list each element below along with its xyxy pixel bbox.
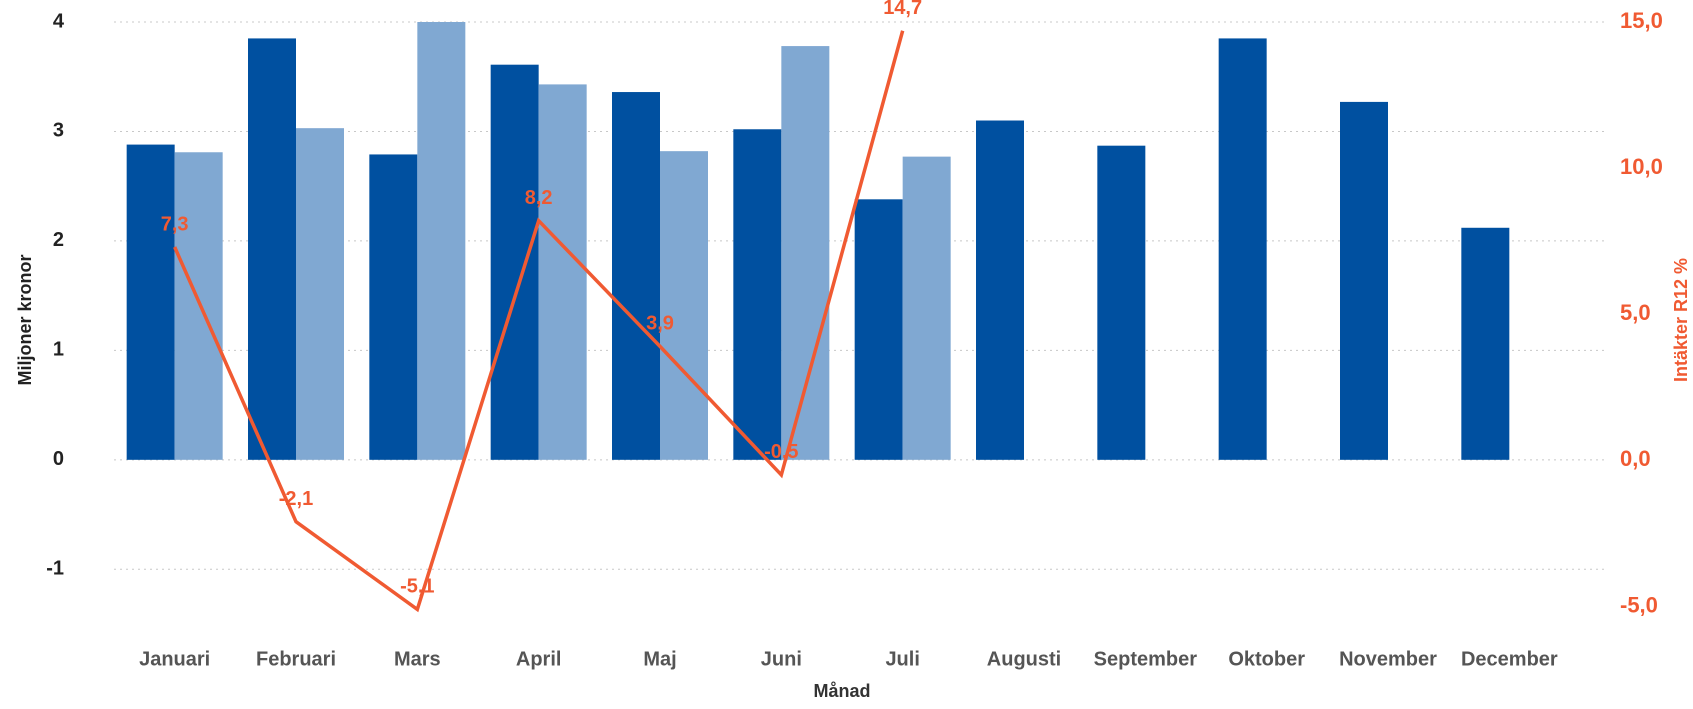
bar	[174, 152, 223, 460]
bar	[976, 120, 1024, 460]
bar	[490, 64, 539, 460]
x-axis-label: Månad	[813, 681, 870, 701]
x-tick-label: Juni	[761, 648, 802, 670]
bar	[417, 22, 466, 460]
data-label: 3,9	[646, 313, 674, 335]
line	[173, 30, 905, 613]
x-tick-label: Oktober	[1228, 648, 1305, 670]
y-tick-label: 3	[53, 120, 64, 142]
bar	[126, 144, 175, 460]
x-tick-label: Januari	[139, 648, 210, 670]
bar	[1218, 38, 1267, 460]
x-tick-label: Augusti	[987, 648, 1061, 670]
x-tick-label: Mars	[394, 648, 441, 670]
y2-tick-label: -5,0	[1620, 592, 1658, 617]
bar	[612, 92, 660, 460]
y-tick-label: 0	[53, 448, 64, 470]
x-tick-label: September	[1094, 648, 1198, 670]
y-tick-label: -1	[46, 558, 64, 580]
bar	[660, 151, 708, 460]
bar	[248, 38, 296, 460]
y2-tick-label: 15,0	[1620, 8, 1663, 33]
bar	[733, 129, 782, 460]
bar	[1461, 227, 1510, 460]
y-tick-label: 4	[53, 10, 65, 32]
y2-tick-label: 10,0	[1620, 154, 1663, 179]
y2-axis-label: Intäkter R12 %	[1671, 258, 1691, 382]
data-label: -2,1	[279, 488, 313, 510]
x-tick-label: November	[1339, 648, 1437, 670]
y-axis-label: Miljoner kronor	[15, 254, 35, 385]
x-tick-label: Maj	[643, 648, 676, 670]
bar	[781, 46, 830, 460]
x-tick-label: Februari	[256, 648, 336, 670]
x-tick-label: Juli	[885, 648, 919, 670]
data-label: -0,5	[764, 441, 798, 463]
y2-tick-label: 5,0	[1620, 300, 1651, 325]
bar	[369, 154, 418, 460]
bar	[902, 156, 951, 460]
x-tick-label: April	[516, 648, 562, 670]
bar	[1340, 101, 1388, 460]
bar	[296, 128, 344, 460]
data-label: 7,3	[161, 213, 189, 235]
data-label: 8,2	[525, 187, 553, 209]
y-tick-label: 2	[53, 229, 64, 251]
bar	[538, 84, 587, 460]
bar	[1097, 145, 1146, 460]
y2-tick-label: 0,0	[1620, 446, 1651, 471]
data-label: 14,7	[883, 0, 922, 19]
bar	[854, 199, 903, 460]
y-tick-label: 1	[53, 339, 64, 361]
data-label: -5,1	[400, 576, 434, 598]
x-tick-label: December	[1461, 648, 1558, 670]
